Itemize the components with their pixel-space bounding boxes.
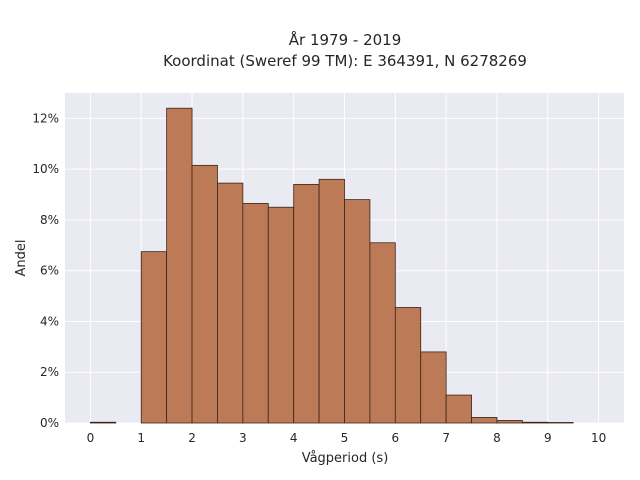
histogram-bar bbox=[521, 421, 549, 424]
x-tick-label: 4 bbox=[290, 431, 298, 445]
x-tick-label: 8 bbox=[493, 431, 501, 445]
x-tick-label: 6 bbox=[391, 431, 399, 445]
bars bbox=[90, 107, 574, 424]
histogram-bar bbox=[471, 417, 498, 424]
x-tick-label: 3 bbox=[239, 431, 247, 445]
histogram-bar bbox=[344, 199, 371, 424]
histogram-bar bbox=[420, 351, 447, 424]
histogram-bar bbox=[191, 164, 218, 424]
x-tick-label: 5 bbox=[341, 431, 349, 445]
x-tick-label: 10 bbox=[591, 431, 606, 445]
y-tick-label: 12% bbox=[32, 111, 59, 125]
y-tick-label: 10% bbox=[32, 162, 59, 176]
x-axis-label: Vågperiod (s) bbox=[302, 451, 389, 466]
histogram-bar bbox=[547, 422, 574, 424]
x-tick-label: 9 bbox=[544, 431, 552, 445]
histogram-bar bbox=[90, 421, 117, 424]
chart-title-line2: Koordinat (Sweref 99 TM): E 364391, N 62… bbox=[163, 52, 527, 70]
histogram-bar bbox=[369, 242, 396, 424]
y-tick-label: 4% bbox=[40, 314, 59, 328]
histogram-bar bbox=[166, 107, 193, 424]
y-tick-label: 2% bbox=[40, 365, 59, 379]
chart-title-line1: År 1979 - 2019 bbox=[289, 30, 402, 49]
histogram-bar bbox=[267, 206, 295, 424]
x-tick-label: 1 bbox=[137, 431, 145, 445]
y-tick-label: 0% bbox=[40, 416, 59, 430]
histogram-bar bbox=[293, 183, 320, 424]
histogram-bar bbox=[242, 203, 269, 424]
histogram-bar bbox=[496, 420, 523, 424]
histogram-bar bbox=[394, 307, 422, 424]
y-axis-ticks: 0% 2% 4% 6% 8% 10% 12% bbox=[32, 111, 59, 430]
histogram-bar bbox=[445, 394, 472, 424]
histogram-bar bbox=[318, 178, 345, 424]
x-tick-label: 0 bbox=[87, 431, 95, 445]
histogram-bar bbox=[140, 251, 168, 424]
x-tick-label: 2 bbox=[188, 431, 196, 445]
x-tick-label: 7 bbox=[442, 431, 450, 445]
y-tick-label: 6% bbox=[40, 264, 59, 278]
histogram-bar bbox=[217, 182, 244, 424]
y-tick-label: 8% bbox=[40, 213, 59, 227]
y-axis-label: Andel bbox=[14, 240, 29, 277]
x-axis-ticks: 0 1 2 3 4 5 6 7 8 9 10 bbox=[87, 431, 607, 445]
